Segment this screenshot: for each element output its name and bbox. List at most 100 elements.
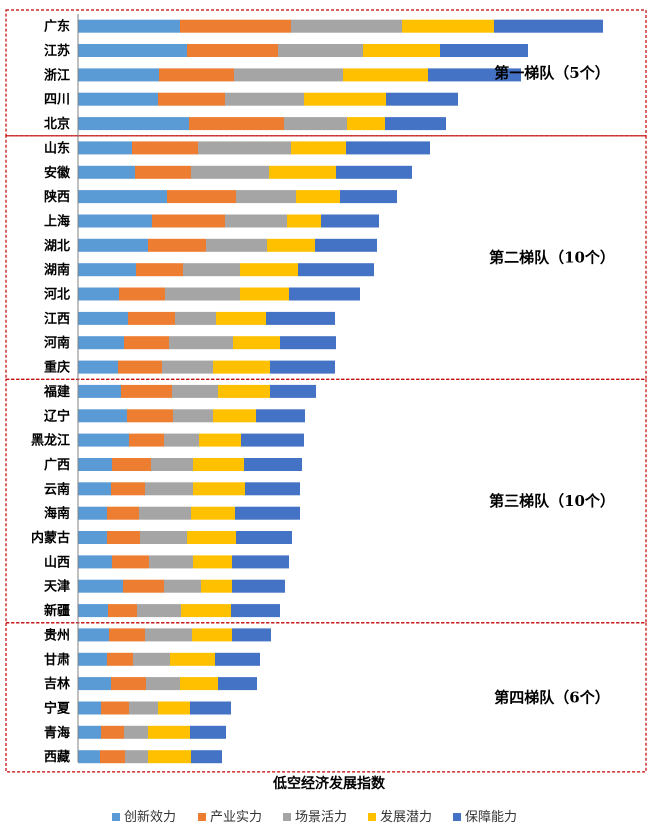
- tier-box: [5, 135, 647, 380]
- bar-segment: [107, 506, 139, 520]
- bar-segment: [78, 652, 107, 666]
- category-label: 河南: [44, 335, 70, 351]
- category-label: 海南: [44, 506, 70, 522]
- bar-segment: [191, 750, 222, 764]
- bar-segment: [173, 409, 213, 423]
- bar-segment: [108, 604, 137, 618]
- bar-segment: [278, 44, 363, 57]
- bar-segment: [128, 311, 175, 325]
- category-label: 江苏: [44, 43, 70, 59]
- bar-segment: [129, 701, 158, 715]
- category-label: 吉林: [44, 676, 70, 692]
- legend-swatch: [368, 813, 376, 821]
- bar-segment: [78, 287, 119, 301]
- category-label: 黑龙江: [31, 433, 70, 449]
- tier-label: 第四梯队（6个）: [494, 688, 609, 706]
- x-axis-title: 低空经济发展指数: [272, 775, 386, 792]
- bar-segment: [402, 19, 494, 33]
- category-label: 内蒙古: [31, 530, 70, 546]
- category-label: 江西: [44, 311, 70, 327]
- bar-segment: [78, 433, 129, 447]
- bar-segment: [78, 165, 135, 179]
- bar-segment: [148, 750, 191, 764]
- bar-segment: [291, 141, 346, 155]
- bar-segment: [270, 360, 335, 374]
- category-label: 新疆: [44, 603, 70, 619]
- bar-segment: [125, 750, 148, 764]
- bar-segment: [78, 238, 148, 252]
- bar-segment: [193, 482, 245, 496]
- bar-segment: [428, 68, 521, 82]
- bar-segment: [148, 725, 190, 739]
- bar-segment: [296, 190, 340, 204]
- category-label: 广西: [44, 457, 70, 473]
- bar-segment: [191, 165, 269, 179]
- bar-segment: [218, 384, 270, 398]
- legend-swatch: [198, 813, 206, 821]
- bar-segment: [78, 311, 128, 325]
- bar-segment: [235, 506, 300, 520]
- bar-segment: [78, 360, 118, 374]
- bar-segment: [145, 628, 192, 642]
- bar-segment: [269, 165, 336, 179]
- bar-segment: [192, 628, 232, 642]
- bar-segment: [234, 68, 343, 82]
- bar-segment: [151, 458, 193, 471]
- tier-label: 第三梯队（10个）: [489, 492, 615, 510]
- bar-segment: [78, 531, 107, 544]
- category-label: 浙江: [44, 67, 70, 83]
- bar-segment: [78, 117, 189, 131]
- bar-segment: [291, 19, 402, 33]
- bar-segment: [240, 287, 289, 301]
- bar-segment: [135, 165, 191, 179]
- bar-segment: [111, 677, 146, 691]
- bar-segment: [162, 360, 213, 374]
- bar-segment: [78, 92, 158, 106]
- category-label: 山西: [44, 554, 70, 570]
- bar-segment: [284, 117, 347, 131]
- bar-segment: [347, 117, 385, 131]
- bar-segment: [225, 214, 287, 228]
- category-label: 福建: [43, 384, 70, 400]
- bar-segment: [132, 141, 198, 155]
- bar-segment: [232, 628, 271, 642]
- bar-segment: [440, 44, 528, 57]
- bar-segment: [112, 555, 149, 569]
- bar-segment: [206, 238, 267, 252]
- category-label: 安徽: [44, 165, 71, 181]
- bar-segment: [124, 725, 148, 739]
- tier-label: 第一梯队（5个）: [494, 64, 609, 82]
- bar-segment: [78, 750, 100, 764]
- bar-segment: [139, 506, 191, 520]
- bar-segment: [165, 287, 240, 301]
- bar-segment: [78, 141, 132, 155]
- bar-segment: [149, 555, 193, 569]
- bar-segment: [340, 190, 397, 204]
- bar-segment: [289, 287, 360, 301]
- bar-segment: [78, 44, 187, 57]
- bar-segment: [190, 701, 231, 715]
- bar-segment: [241, 433, 304, 447]
- bar-segment: [78, 409, 127, 423]
- bar-segment: [137, 604, 181, 618]
- bar-segment: [183, 263, 240, 277]
- bar-segment: [232, 555, 289, 569]
- bar-segment: [236, 190, 296, 204]
- category-label: 广东: [44, 19, 70, 35]
- bar-segment: [315, 238, 377, 252]
- bar-segment: [78, 190, 167, 204]
- bar-segment: [78, 604, 108, 618]
- bar-segment: [170, 652, 215, 666]
- category-label: 西藏: [44, 749, 70, 765]
- category-label: 北京: [44, 116, 70, 132]
- bar-segment: [121, 384, 172, 398]
- bar-segment: [193, 458, 244, 471]
- bar-segment: [78, 214, 152, 228]
- bar-segment: [298, 263, 374, 277]
- bar-segment: [218, 677, 257, 691]
- legend-label: 创新效力: [124, 809, 176, 825]
- bar-segment: [101, 701, 129, 715]
- bar-segment: [175, 311, 216, 325]
- bar-segment: [201, 579, 232, 593]
